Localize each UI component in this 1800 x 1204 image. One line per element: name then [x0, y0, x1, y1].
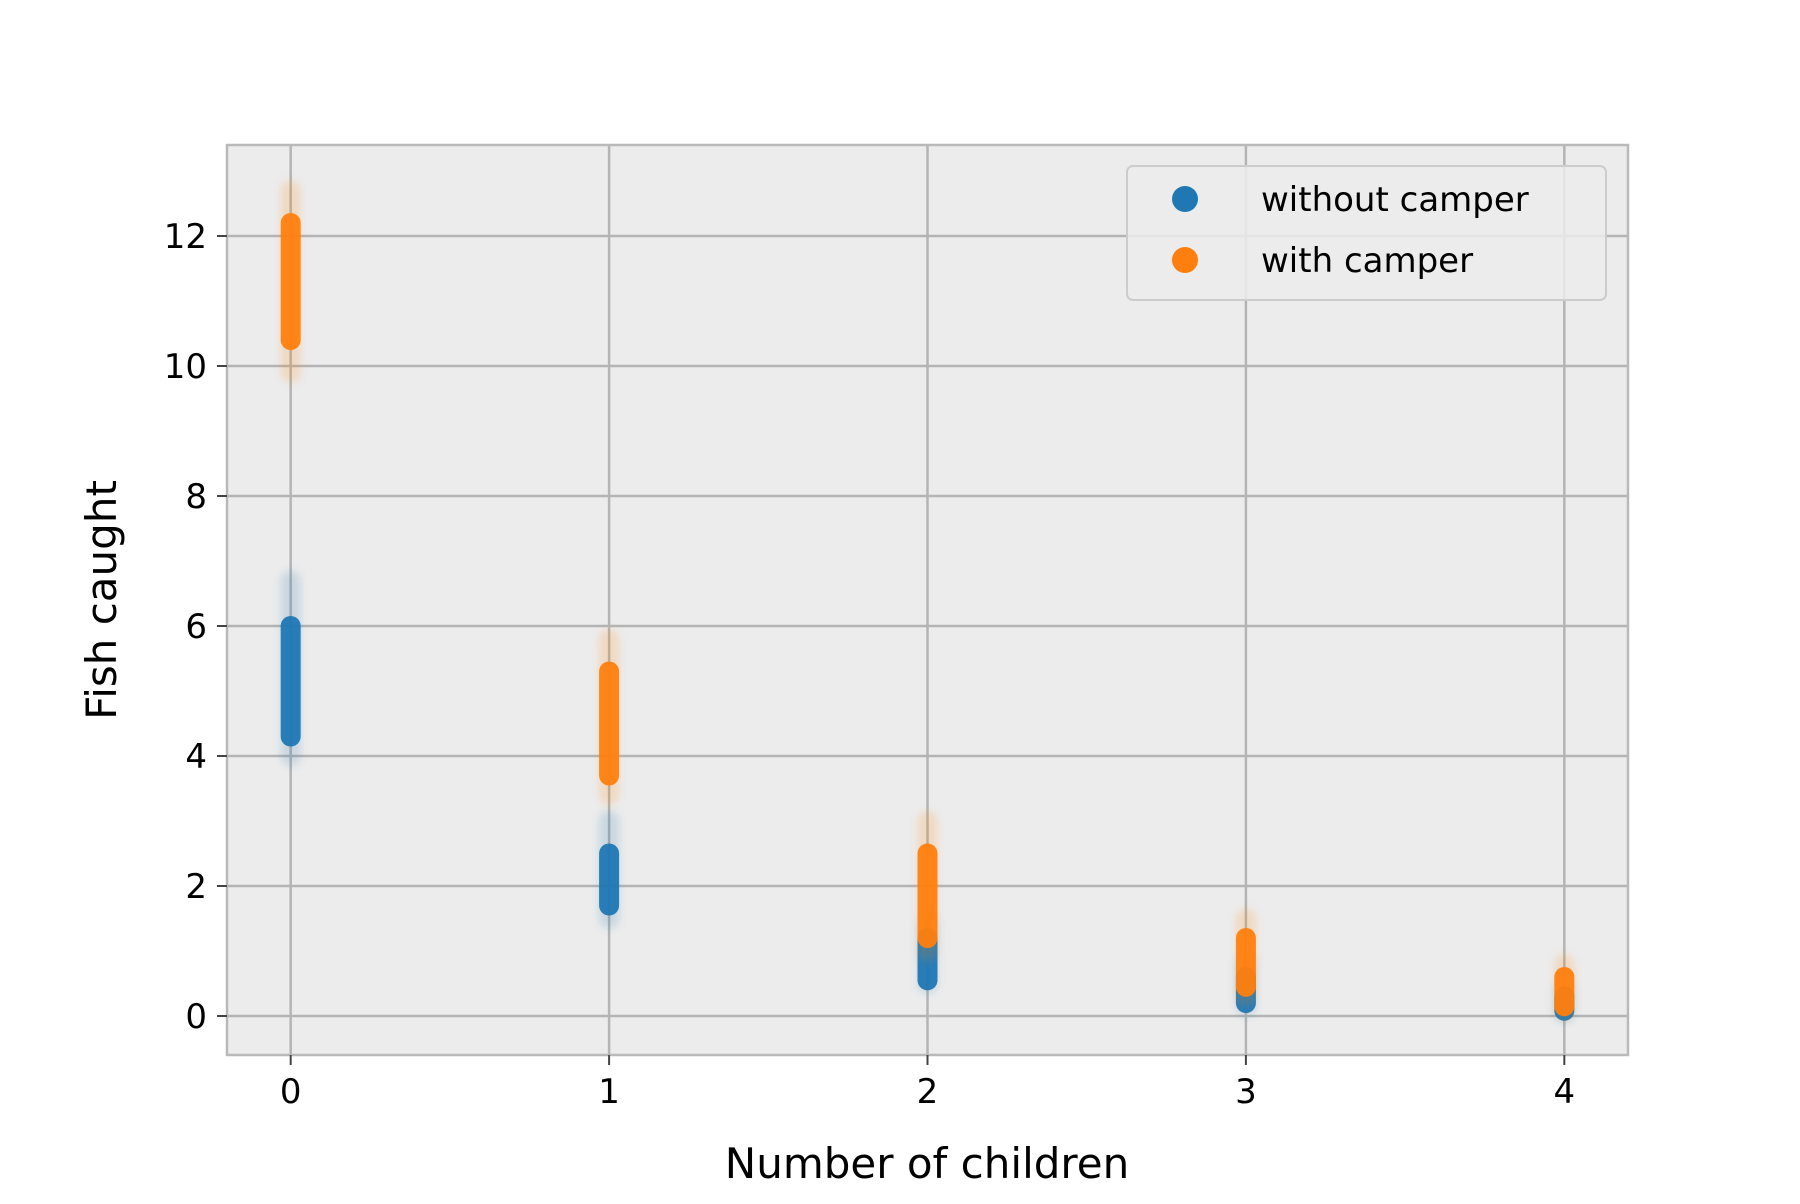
- x-tick-label: 1: [598, 1072, 620, 1112]
- y-axis-title: Fish caught: [77, 480, 126, 720]
- legend-marker-without-camper: [1172, 186, 1198, 212]
- y-tick-label: 12: [164, 217, 207, 257]
- point-cluster-without-camper: [599, 843, 620, 916]
- point-cluster-with-camper: [917, 843, 938, 948]
- y-tick-label: 6: [185, 607, 207, 647]
- legend-label-without-camper: without camper: [1261, 180, 1529, 220]
- point-cluster-without-camper: [280, 616, 301, 747]
- point-cluster-with-camper: [280, 213, 301, 350]
- y-tick-label: 2: [185, 867, 207, 907]
- y-tick-label: 4: [185, 737, 207, 777]
- point-cluster-with-camper: [599, 661, 620, 786]
- x-tick-label: 4: [1553, 1072, 1575, 1112]
- point-cluster-with-camper: [1235, 928, 1256, 997]
- point-cluster-with-camper: [1554, 967, 1575, 1017]
- legend-marker-with-camper: [1172, 247, 1198, 273]
- data-points: [280, 180, 1575, 1023]
- y-tick-label: 8: [185, 477, 207, 517]
- grid-lines: [227, 145, 1628, 1055]
- y-tick-label: 10: [164, 347, 207, 387]
- x-tick-label: 3: [1235, 1072, 1257, 1112]
- x-axis-title: Number of children: [725, 1139, 1129, 1188]
- x-tick-label: 2: [917, 1072, 939, 1112]
- legend-box: [1126, 165, 1607, 301]
- y-tick-label: 0: [185, 997, 207, 1037]
- x-tick-label: 0: [280, 1072, 302, 1112]
- legend-label-with-camper: with camper: [1261, 241, 1473, 281]
- legend: without camper with camper: [1126, 165, 1607, 301]
